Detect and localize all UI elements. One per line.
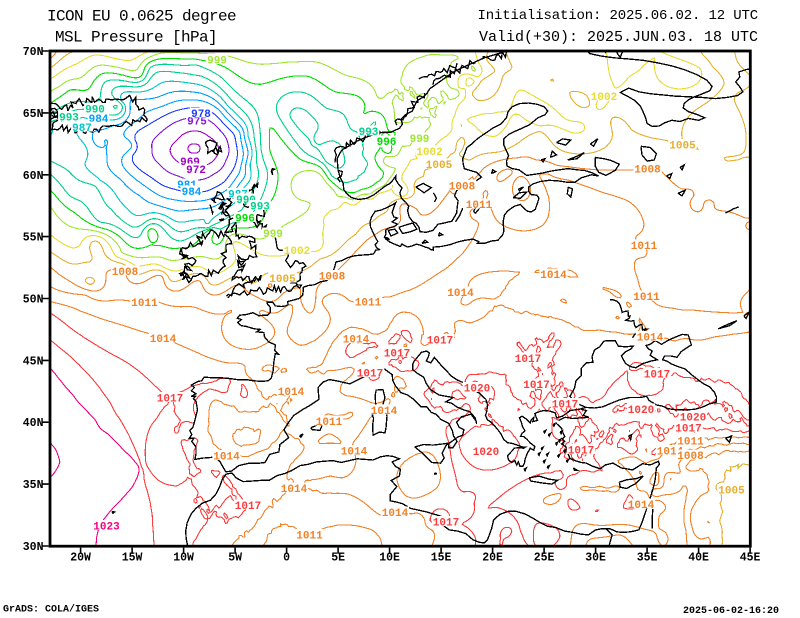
svg-text:15E: 15E (431, 552, 452, 565)
svg-text:15W: 15W (122, 552, 143, 565)
svg-text:1017: 1017 (552, 399, 578, 411)
svg-text:35N: 35N (23, 479, 44, 492)
svg-text:45N: 45N (23, 355, 44, 368)
svg-text:1014: 1014 (341, 446, 368, 458)
svg-text:1002: 1002 (416, 147, 442, 159)
svg-text:1017: 1017 (568, 445, 594, 457)
svg-text:1020: 1020 (464, 383, 490, 395)
svg-text:1011: 1011 (131, 298, 158, 310)
svg-text:60N: 60N (23, 170, 44, 183)
svg-text:1014: 1014 (628, 500, 655, 512)
svg-text:1008: 1008 (677, 451, 704, 463)
svg-text:Valid(+30): 2025.JUN.03. 18 UT: Valid(+30): 2025.JUN.03. 18 UTC (479, 29, 758, 46)
svg-text:GrADS: COLA/IGES: GrADS: COLA/IGES (3, 604, 99, 616)
svg-text:1008: 1008 (634, 164, 661, 176)
svg-text:996: 996 (235, 213, 255, 225)
svg-text:40N: 40N (23, 417, 44, 430)
svg-text:1002: 1002 (284, 246, 310, 258)
svg-text:993: 993 (250, 201, 270, 213)
svg-text:10W: 10W (173, 552, 194, 565)
svg-text:1011: 1011 (633, 292, 660, 304)
svg-text:65N: 65N (23, 108, 44, 121)
svg-text:1014: 1014 (213, 451, 240, 463)
svg-text:1005: 1005 (426, 160, 453, 172)
svg-text:1014: 1014 (540, 270, 567, 282)
svg-text:1023: 1023 (93, 521, 120, 533)
svg-text:1011: 1011 (355, 297, 382, 309)
svg-text:40E: 40E (688, 552, 709, 565)
svg-text:1014: 1014 (278, 387, 305, 399)
svg-text:1011: 1011 (466, 200, 493, 212)
svg-text:999: 999 (207, 55, 227, 67)
svg-text:975: 975 (187, 116, 207, 128)
svg-text:1017: 1017 (235, 501, 261, 513)
svg-text:1014: 1014 (637, 332, 664, 344)
svg-text:30E: 30E (585, 552, 606, 565)
svg-text:1014: 1014 (447, 288, 474, 300)
svg-text:2025-06-02-16:20: 2025-06-02-16:20 (683, 606, 779, 617)
svg-text:45E: 45E (740, 552, 761, 565)
svg-text:1020: 1020 (680, 412, 706, 424)
svg-text:1014: 1014 (281, 484, 308, 496)
svg-text:1017: 1017 (384, 348, 410, 360)
svg-text:999: 999 (263, 229, 283, 241)
svg-text:1017: 1017 (515, 354, 541, 366)
svg-text:1008: 1008 (112, 267, 139, 279)
svg-text:1017: 1017 (644, 369, 670, 381)
svg-text:996: 996 (377, 137, 397, 149)
svg-text:MSL Pressure [hPa]: MSL Pressure [hPa] (55, 29, 217, 47)
svg-text:1014: 1014 (371, 406, 398, 418)
svg-text:35E: 35E (637, 552, 658, 565)
svg-text:1008: 1008 (449, 181, 476, 193)
svg-text:1008: 1008 (319, 271, 346, 283)
svg-text:1011: 1011 (631, 241, 658, 253)
svg-text:25E: 25E (534, 552, 555, 565)
svg-text:1014: 1014 (343, 334, 370, 346)
svg-text:10E: 10E (379, 552, 400, 565)
svg-text:993: 993 (59, 112, 79, 124)
svg-text:50N: 50N (23, 294, 44, 307)
svg-text:1017: 1017 (523, 380, 549, 392)
svg-text:1017: 1017 (433, 517, 459, 529)
svg-text:0: 0 (283, 552, 290, 565)
svg-text:1014: 1014 (150, 334, 177, 346)
svg-text:1002: 1002 (591, 92, 617, 104)
svg-text:984: 984 (89, 114, 109, 126)
svg-text:987: 987 (72, 123, 92, 135)
svg-text:999: 999 (410, 134, 430, 146)
svg-text:20W: 20W (70, 552, 91, 565)
svg-text:30N: 30N (23, 541, 44, 554)
svg-text:1020: 1020 (628, 405, 654, 417)
svg-text:1011: 1011 (316, 417, 343, 429)
svg-text:1017: 1017 (157, 393, 183, 405)
svg-text:984: 984 (182, 187, 202, 199)
svg-text:5E: 5E (331, 552, 345, 565)
svg-text:55N: 55N (23, 232, 44, 245)
svg-text:1017: 1017 (427, 335, 453, 347)
svg-text:1005: 1005 (669, 140, 696, 152)
svg-text:5W: 5W (228, 552, 242, 565)
svg-text:978: 978 (191, 109, 211, 121)
svg-text:972: 972 (186, 165, 206, 177)
svg-text:20E: 20E (482, 552, 503, 565)
svg-text:1011: 1011 (296, 530, 323, 542)
svg-text:1017: 1017 (675, 423, 701, 435)
svg-text:1005: 1005 (269, 274, 296, 286)
svg-text:993: 993 (359, 127, 379, 139)
svg-text:1017: 1017 (357, 368, 383, 380)
svg-text:ICON EU 0.0625 degree: ICON EU 0.0625 degree (47, 8, 236, 26)
svg-text:1014: 1014 (382, 508, 409, 520)
svg-text:70N: 70N (23, 46, 44, 59)
svg-text:Initialisation: 2025.06.02. 12: Initialisation: 2025.06.02. 12 UTC (477, 8, 758, 24)
svg-text:1020: 1020 (473, 447, 499, 459)
svg-text:1005: 1005 (718, 485, 745, 497)
